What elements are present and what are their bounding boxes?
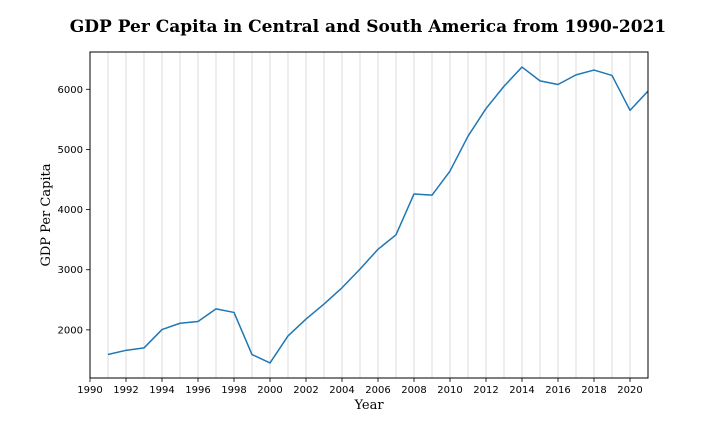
x-tick-label: 2010 xyxy=(437,385,462,396)
chart-title: GDP Per Capita in Central and South Amer… xyxy=(70,17,666,37)
plot-frame xyxy=(89,51,649,379)
x-axis-label: Year xyxy=(353,398,384,413)
x-tick-label: 2016 xyxy=(545,385,570,396)
x-tick-label: 1998 xyxy=(221,385,246,396)
x-tick-label: 1990 xyxy=(77,385,102,396)
x-tick-label: 2012 xyxy=(473,385,498,396)
x-tick-label: 2014 xyxy=(509,385,534,396)
y-tick-label: 3000 xyxy=(58,265,83,276)
series-area xyxy=(107,66,648,364)
x-axis: 1990 1992 1994 1996 1998 2000 2002 2004 2006 2008… xyxy=(77,378,643,396)
x-tick-label: 2000 xyxy=(257,385,282,396)
y-tick-label: 6000 xyxy=(58,85,83,96)
x-tick-label: 2004 xyxy=(329,385,354,396)
x-tick-label: 2020 xyxy=(617,385,642,396)
y-tick-label: 2000 xyxy=(58,325,83,336)
grid xyxy=(107,52,631,378)
y-tick-label: 4000 xyxy=(58,205,83,216)
x-tick-label: 2018 xyxy=(581,385,606,396)
x-tick-label: 2008 xyxy=(401,385,426,396)
y-tick-label: 5000 xyxy=(58,145,83,156)
x-tick-label: 1994 xyxy=(149,385,174,396)
series-line xyxy=(107,66,648,364)
x-tick-label: 2006 xyxy=(365,385,390,396)
x-tick-label: 1996 xyxy=(185,385,210,396)
y-axis-label: GDP Per Capita xyxy=(39,163,54,266)
y-axis: 2000 3000 4000 5000 6000 xyxy=(58,85,90,336)
x-tick-label: 2002 xyxy=(293,385,318,396)
x-tick-label: 1992 xyxy=(113,385,138,396)
